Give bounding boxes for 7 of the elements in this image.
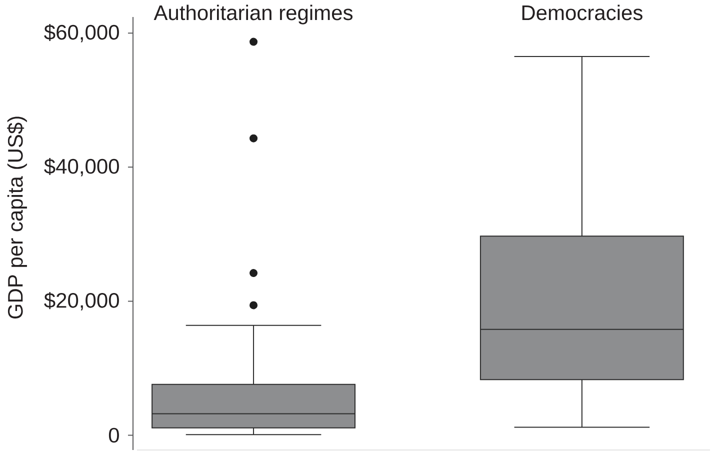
y-axis-title: GDP per capita (US$)	[7, 116, 27, 319]
y-tick-label: 0	[108, 428, 119, 443]
y-tick-label: $60,000	[44, 24, 119, 42]
y-tick-label: $40,000	[44, 158, 119, 176]
x-tick-label: Authoritarian regimes	[154, 4, 353, 24]
y-tick-label: $20,000	[44, 292, 119, 310]
x-tick-label: Democracies	[522, 4, 642, 20]
